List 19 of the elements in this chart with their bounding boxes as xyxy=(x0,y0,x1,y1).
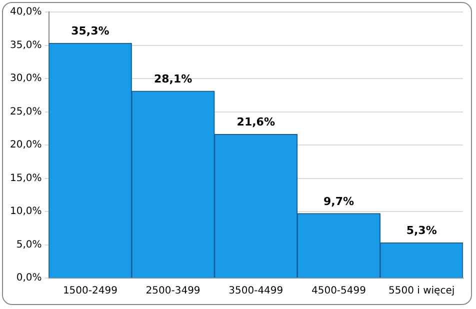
y-tick-label: 0,0% xyxy=(16,272,42,284)
y-tick-label: 15,0% xyxy=(10,172,42,184)
data-label: 35,3% xyxy=(71,24,110,38)
data-label: 9,7% xyxy=(323,194,354,208)
data-label: 28,1% xyxy=(154,72,192,86)
x-tick-label: 2500-3499 xyxy=(146,286,200,297)
y-tick-label: 25,0% xyxy=(10,106,42,118)
y-tick-label: 20,0% xyxy=(10,140,42,151)
x-tick-label: 3500-4499 xyxy=(228,286,284,297)
x-tick-label: 4500-5499 xyxy=(311,286,366,297)
data-label: 5,3% xyxy=(406,224,437,238)
x-tick-label: 1500-2499 xyxy=(62,286,118,297)
y-tick-label: 40,0% xyxy=(10,6,42,18)
y-tick-label: 5,0% xyxy=(16,239,42,250)
y-tick-label: 10,0% xyxy=(10,206,42,218)
y-tick-label: 35,0% xyxy=(10,40,42,51)
x-tick-label: 5500 i więcej xyxy=(388,286,455,297)
y-tick-label: 30,0% xyxy=(10,73,42,84)
data-label: 21,6% xyxy=(236,116,275,129)
